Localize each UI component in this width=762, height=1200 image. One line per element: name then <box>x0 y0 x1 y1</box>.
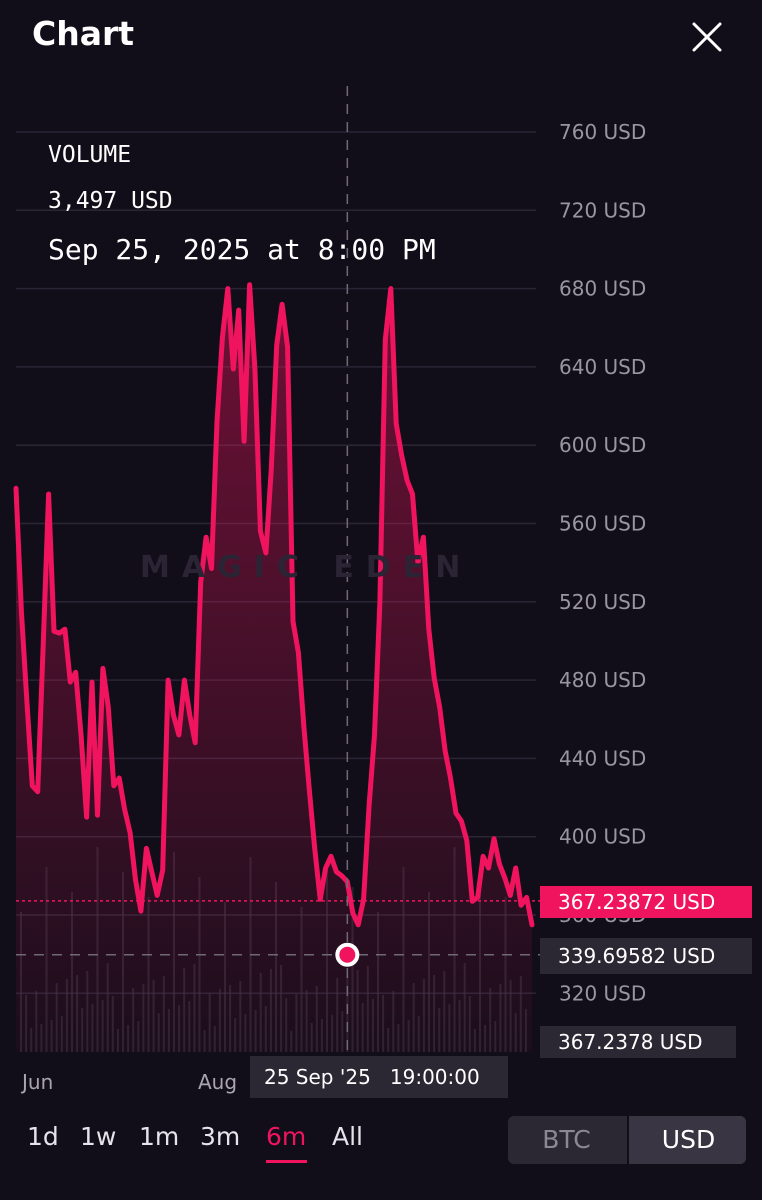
y-tick-label: 440 USD <box>559 746 646 770</box>
close-button[interactable] <box>688 18 726 56</box>
range-1m[interactable]: 1m <box>139 1122 180 1151</box>
range-1d[interactable]: 1d <box>27 1122 59 1151</box>
metric-label: VOLUME <box>48 142 132 168</box>
currency-toggle: BTC USD <box>508 1116 746 1164</box>
range-6m[interactable]: 6m <box>266 1122 307 1151</box>
range-3m[interactable]: 3m <box>200 1122 241 1151</box>
y-tick-label: 600 USD <box>559 433 646 457</box>
y-tick-label: 560 USD <box>559 512 646 536</box>
metric-value: 3,497 USD <box>48 188 173 214</box>
current-price-tag: 367.23872 USD <box>540 886 752 918</box>
y-tick-label: 680 USD <box>559 277 646 301</box>
magic-eden-watermark: MAGIC EDEN <box>140 550 473 585</box>
x-label-jun: Jun <box>22 1070 54 1094</box>
close-icon <box>692 22 722 52</box>
y-tick-label: 520 USD <box>559 590 646 614</box>
y-tick-label: 720 USD <box>559 198 646 222</box>
price-chart[interactable]: 760 USD 720 USD 680 USD 640 USD 600 USD 560 U… <box>0 0 762 1060</box>
price-area-fill <box>16 284 532 1052</box>
range-1w[interactable]: 1w <box>80 1122 117 1151</box>
y-tick-label: 320 USD <box>559 981 646 1005</box>
crosshair-date-label: 25 Sep '25 19:00:00 <box>250 1056 508 1098</box>
metric-date: Sep 25, 2025 at 8:00 PM <box>48 233 436 266</box>
y-tick-label: 640 USD <box>559 355 646 379</box>
x-label-aug: Aug <box>198 1070 238 1094</box>
currency-usd-button[interactable]: USD <box>627 1116 746 1164</box>
y-tick-label: 760 USD <box>559 120 646 144</box>
y-tick-label: 480 USD <box>559 668 646 692</box>
active-range-underline <box>266 1160 307 1163</box>
crosshair-point <box>335 942 360 967</box>
cursor-price-tag: 339.69582 USD <box>540 938 752 974</box>
range-all[interactable]: All <box>332 1122 363 1151</box>
info-block: VOLUME 3,497 USD Sep 25, 2025 at 8:00 PM <box>48 140 436 268</box>
y-axis-labels: 760 USD 720 USD 680 USD 640 USD 600 USD 560 U… <box>559 120 646 1005</box>
page-title: Chart <box>32 14 135 53</box>
currency-btc-button[interactable]: BTC <box>542 1125 591 1154</box>
y-tick-label: 400 USD <box>559 825 646 849</box>
crosshair-date: 25 Sep '25 <box>264 1065 371 1089</box>
price-line <box>13 282 535 928</box>
crosshair-time: 19:00:00 <box>389 1065 480 1089</box>
bottom-price-tag: 367.2378 USD <box>540 1026 736 1058</box>
